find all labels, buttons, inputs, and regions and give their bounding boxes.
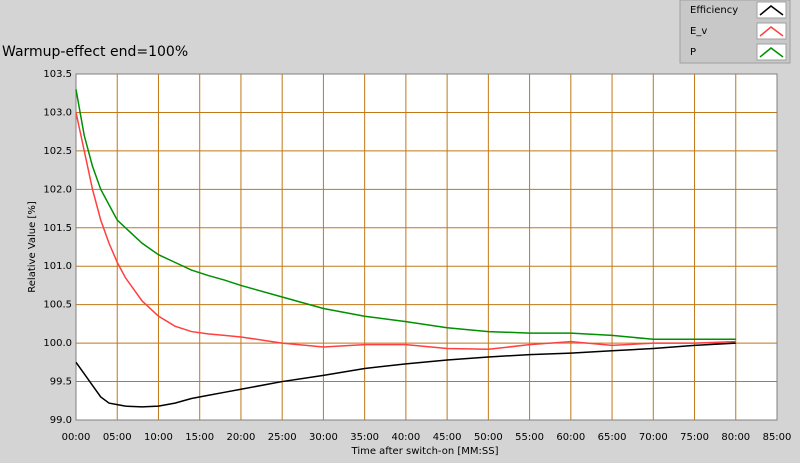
y-tick-label: 101.5 — [43, 223, 72, 234]
y-axis-label: Relative Value [%] — [27, 201, 38, 293]
y-tick-label: 101.0 — [43, 261, 72, 272]
legend-label: E_v — [690, 26, 707, 37]
x-tick-label: 15:00 — [185, 432, 214, 443]
legend-label: Efficiency — [690, 5, 738, 16]
y-tick-label: 100.5 — [43, 300, 72, 311]
legend-swatch-box — [756, 43, 787, 61]
y-tick-label: 99.0 — [50, 415, 72, 426]
y-tick-label: 100.0 — [43, 338, 72, 349]
y-tick-label: 103.0 — [43, 107, 72, 118]
x-tick-label: 05:00 — [103, 432, 132, 443]
x-tick-label: 50:00 — [474, 432, 503, 443]
plot-area — [76, 74, 777, 420]
y-tick-label: 99.5 — [50, 377, 72, 388]
x-tick-label: 85:00 — [763, 432, 792, 443]
y-tick-label: 103.5 — [43, 69, 72, 80]
x-axis-label: Time after switch-on [MM:SS] — [351, 446, 499, 457]
series-line — [75, 342, 736, 408]
x-tick-label: 45:00 — [433, 432, 462, 443]
x-tick-label: 25:00 — [268, 432, 297, 443]
x-tick-label: 30:00 — [309, 432, 338, 443]
plot-border — [75, 73, 778, 421]
y-tick-label: 102.5 — [43, 146, 72, 157]
legend-swatch-box — [756, 22, 787, 40]
chart-title: Warmup-effect end=100% — [2, 44, 188, 60]
x-tick-label: 00:00 — [62, 432, 91, 443]
legend-swatch-box — [756, 1, 787, 19]
x-tick-label: 60:00 — [556, 432, 585, 443]
legend-swatch — [759, 26, 784, 37]
x-tick-label: 70:00 — [639, 432, 668, 443]
series-line — [75, 89, 736, 341]
x-tick-label: 20:00 — [227, 432, 256, 443]
x-tick-label: 80:00 — [721, 432, 750, 443]
x-tick-label: 55:00 — [515, 432, 544, 443]
legend-swatch — [759, 5, 784, 16]
y-tick-label: 102.0 — [43, 184, 72, 195]
x-tick-label: 75:00 — [680, 432, 709, 443]
x-tick-label: 10:00 — [144, 432, 173, 443]
x-tick-label: 40:00 — [391, 432, 420, 443]
legend-swatch — [759, 47, 784, 58]
x-tick-label: 65:00 — [598, 432, 627, 443]
x-tick-label: 35:00 — [350, 432, 379, 443]
legend-label: P — [690, 47, 696, 58]
series-line — [75, 112, 736, 351]
